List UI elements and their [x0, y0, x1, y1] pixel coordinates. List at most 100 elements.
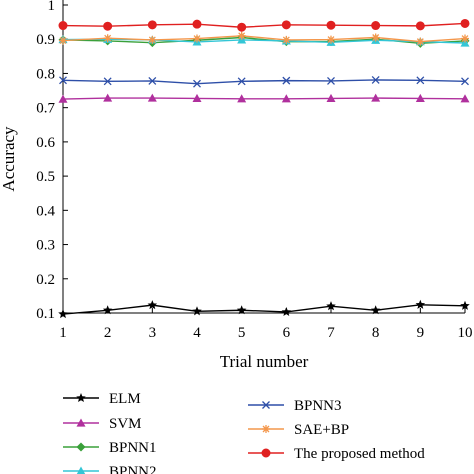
x-tick-label: 4 — [193, 325, 201, 341]
data-point — [192, 19, 202, 29]
data-point — [148, 77, 157, 85]
x-tick-label: 5 — [238, 325, 246, 341]
series-bpnn3 — [59, 75, 469, 88]
data-point — [371, 75, 380, 84]
data-point — [281, 306, 292, 317]
data-point — [147, 20, 157, 30]
data-point — [415, 299, 426, 309]
legend-marker — [262, 401, 270, 409]
series-elm — [58, 299, 470, 319]
data-point — [460, 300, 470, 310]
legend: ELM SVM BPNN1 BPNN2 BPNN3 SAE+BP The proposed … — [63, 391, 425, 474]
x-tick-label: 8 — [372, 325, 380, 341]
data-point — [237, 31, 246, 40]
y-tick-label: 0.7 — [36, 101, 55, 117]
data-point — [192, 306, 202, 316]
data-point — [193, 79, 201, 88]
x-tick-label: 3 — [149, 325, 157, 341]
x-tick-label: 9 — [417, 325, 425, 341]
y-tick-label: 0.3 — [36, 238, 55, 254]
data-point — [460, 18, 470, 28]
data-point — [147, 93, 157, 102]
legend-label: BPNN3 — [294, 398, 342, 414]
y-tick-label: 0.8 — [36, 66, 55, 82]
y-tick-label: 0.5 — [36, 169, 55, 185]
legend-marker — [261, 448, 271, 458]
legend-item: SVM — [63, 416, 142, 432]
data-point — [237, 77, 246, 86]
data-point — [326, 20, 336, 30]
data-point — [371, 33, 380, 42]
data-point — [147, 300, 158, 310]
data-point — [326, 93, 336, 103]
x-tick-label: 2 — [104, 325, 112, 341]
data-point — [103, 34, 112, 43]
data-point — [58, 21, 68, 31]
data-point — [103, 93, 113, 102]
data-point — [103, 77, 112, 86]
legend-item: SAE+BP — [248, 422, 349, 438]
series-line — [62, 304, 466, 315]
legend-label: The proposed method — [294, 446, 425, 462]
legend-item: BPNN3 — [248, 398, 342, 414]
data-point — [192, 93, 202, 103]
legend-marker — [76, 418, 86, 427]
data-point — [371, 21, 381, 31]
data-point — [59, 76, 67, 85]
y-tick-label: 0.1 — [36, 306, 55, 322]
legend-label: BPNN1 — [109, 440, 157, 456]
series-line — [62, 79, 466, 85]
data-point — [282, 35, 291, 44]
data-point — [461, 77, 469, 86]
data-point — [370, 305, 381, 315]
data-point — [59, 36, 67, 45]
y-tick-label: 1 — [48, 0, 56, 14]
data-point — [148, 35, 157, 44]
series-line — [62, 35, 466, 43]
legend-marker — [76, 466, 86, 474]
y-tick-label: 0.6 — [36, 135, 55, 151]
series-the-proposed-method — [58, 18, 470, 32]
series-line — [62, 97, 466, 100]
data-point — [58, 309, 68, 319]
data-point — [103, 21, 113, 31]
y-tick-label: 0.4 — [36, 203, 55, 219]
legend-marker — [76, 442, 86, 452]
y-tick-label: 0.9 — [36, 32, 55, 48]
legend-label: BPNN2 — [109, 464, 157, 474]
data-point — [237, 22, 247, 32]
data-point — [58, 94, 68, 103]
y-tick-label: 0.2 — [36, 272, 55, 288]
x-axis-label: Trial number — [220, 352, 309, 371]
axes — [62, 0, 465, 314]
series-svm — [58, 93, 470, 103]
legend-label: ELM — [109, 391, 141, 407]
series-line — [62, 22, 466, 28]
data-point — [327, 77, 335, 85]
x-axis-ticks: 1 2 3 4 5 6 7 8 9 10 — [59, 308, 473, 341]
data-point — [281, 94, 291, 103]
data-point — [415, 21, 425, 31]
legend-item: ELM — [63, 391, 141, 407]
x-tick-label: 1 — [59, 325, 67, 341]
legend-item: The proposed method — [248, 446, 425, 462]
data-point — [371, 93, 381, 102]
data-point — [237, 94, 247, 103]
x-tick-label: 6 — [283, 325, 291, 341]
x-tick-label: 7 — [327, 325, 335, 341]
data-point — [236, 305, 247, 315]
y-axis-ticks: 0.1 0.2 0.3 0.4 0.5 0.6 0.7 0.8 0.9 1 — [36, 0, 68, 322]
legend-marker — [262, 425, 270, 433]
data-point — [416, 76, 425, 85]
data-point — [281, 20, 291, 30]
y-axis-label: Accuracy — [0, 126, 18, 192]
data-point — [282, 76, 291, 85]
data-point — [416, 37, 425, 46]
data-point — [415, 93, 425, 103]
x-tick-label: 10 — [458, 325, 473, 341]
data-point — [460, 94, 470, 103]
data-point — [461, 34, 469, 43]
data-point — [102, 305, 113, 315]
data-point — [326, 301, 336, 311]
